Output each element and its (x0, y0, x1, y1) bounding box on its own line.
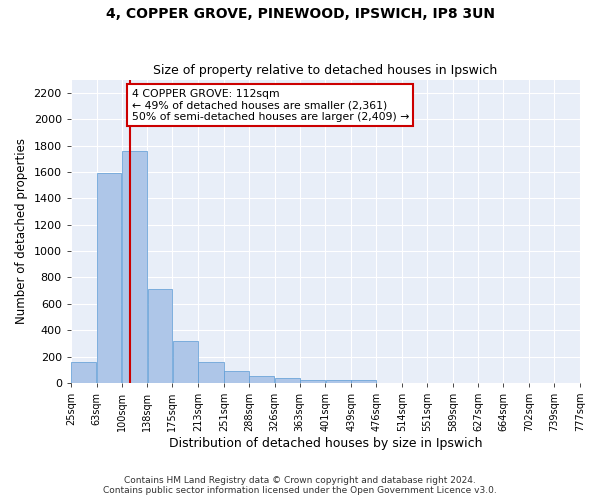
Bar (122, 151, 147, 383)
X-axis label: Distribution of detached houses by size in Ipswich: Distribution of detached houses by size … (169, 437, 482, 450)
Text: 4, COPPER GROVE, PINEWOOD, IPSWICH, IP8 3UN: 4, COPPER GROVE, PINEWOOD, IPSWICH, IP8 … (106, 8, 494, 22)
Text: Contains HM Land Registry data © Crown copyright and database right 2024.
Contai: Contains HM Land Registry data © Crown c… (103, 476, 497, 495)
Text: 4 COPPER GROVE: 112sqm
← 49% of detached houses are smaller (2,361)
50% of semi-: 4 COPPER GROVE: 112sqm ← 49% of detached… (132, 89, 409, 122)
Bar (224, 371, 249, 383)
Bar (198, 362, 224, 383)
Bar (326, 380, 351, 383)
Bar (352, 380, 376, 383)
Bar (275, 378, 299, 383)
Bar (249, 376, 274, 383)
Title: Size of property relative to detached houses in Ipswich: Size of property relative to detached ho… (153, 64, 497, 77)
Bar (97, 173, 121, 383)
Bar (71, 362, 97, 383)
Bar (173, 342, 198, 383)
Y-axis label: Number of detached properties: Number of detached properties (15, 138, 28, 324)
Bar (148, 290, 172, 383)
Bar (300, 380, 325, 383)
